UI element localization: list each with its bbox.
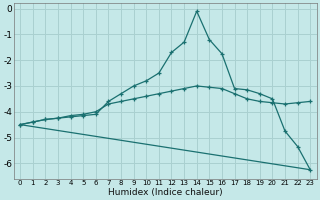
X-axis label: Humidex (Indice chaleur): Humidex (Indice chaleur) xyxy=(108,188,222,197)
